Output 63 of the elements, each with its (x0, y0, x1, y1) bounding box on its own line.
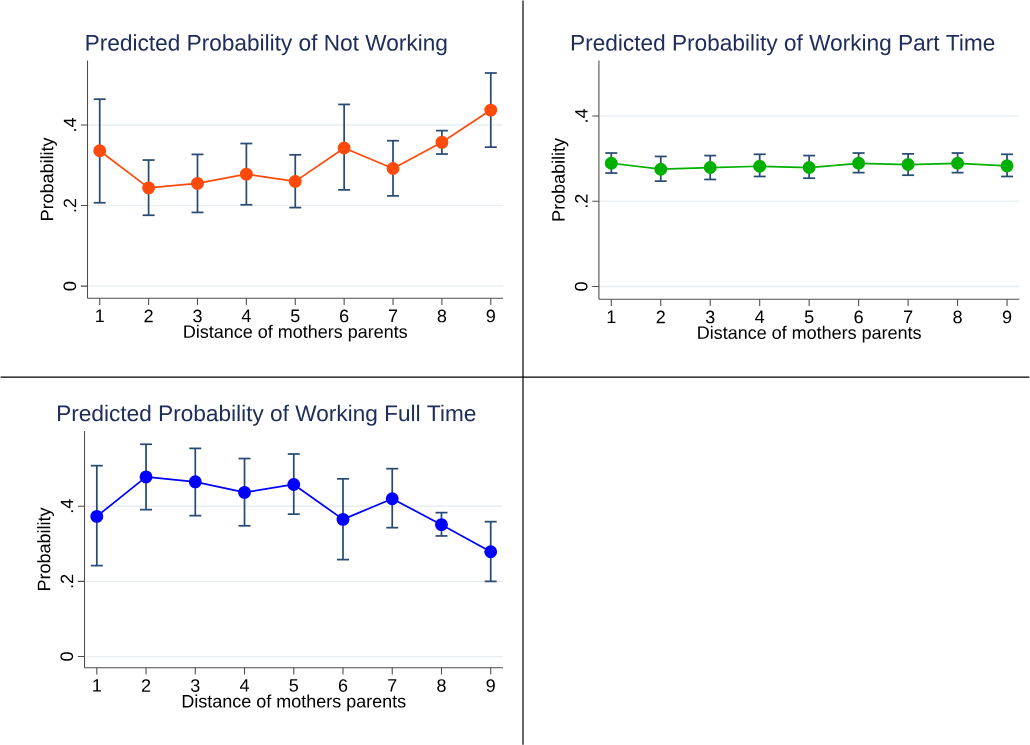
y-tick-label: .2 (574, 194, 588, 207)
y-tick-label: .2 (60, 574, 74, 588)
point (191, 176, 204, 190)
chart-title: Predicted Probability of Working Full Time (58, 404, 476, 426)
x-axis-title: Distance of mothers parents (698, 325, 921, 343)
chart-title: Predicted Probability of Not Working (86, 33, 447, 56)
x-tick-label: 3 (705, 310, 715, 324)
y-tick-label: 0 (63, 281, 77, 291)
x-tick-label: 4 (241, 309, 251, 322)
point (484, 103, 498, 117)
point (385, 492, 399, 506)
x-axis-title: Distance of mothers parents (184, 324, 407, 342)
x-tick-label: 1 (96, 309, 104, 322)
y-tick-label: 0 (574, 282, 588, 291)
y-tick-label: .2 (63, 198, 77, 212)
point (287, 477, 301, 491)
point (484, 545, 498, 559)
y-tick-label: .4 (60, 499, 74, 512)
x-tick-label: 8 (437, 679, 446, 692)
y-axis-title: Probability (40, 137, 57, 220)
x-tick-label: 1 (607, 310, 616, 323)
x-tick-label: 6 (854, 310, 863, 324)
x-axis-title: Distance of mothers parents (182, 694, 406, 712)
point (336, 512, 350, 526)
x-tick-label: 2 (656, 310, 665, 324)
point (139, 470, 153, 484)
x-tick-label: 3 (193, 309, 202, 323)
point (288, 174, 302, 188)
x-tick-label: 3 (190, 679, 200, 692)
y-tick-label: .4 (63, 117, 77, 131)
x-tick-label: 5 (804, 310, 814, 323)
point (435, 518, 448, 531)
x-tick-label: 9 (486, 309, 495, 323)
x-tick-label: 2 (141, 679, 151, 692)
y-tick-label: .4 (575, 108, 588, 122)
point (337, 141, 351, 155)
point (386, 161, 400, 175)
x-tick-label: 6 (340, 309, 349, 323)
point (188, 475, 202, 489)
point (142, 181, 156, 195)
point (238, 485, 251, 499)
x-tick-label: 9 (1002, 310, 1012, 324)
x-tick-label: 5 (290, 309, 300, 322)
y-axis-title: Probability (551, 137, 569, 221)
x-tick-label: 7 (388, 679, 397, 692)
x-tick-label: 9 (486, 679, 495, 692)
x-tick-label: 1 (93, 679, 101, 692)
point (90, 509, 104, 523)
x-tick-label: 6 (338, 679, 348, 692)
point (435, 135, 449, 149)
y-axis-title: Probability (37, 507, 54, 590)
x-tick-label: 7 (388, 309, 398, 322)
x-tick-label: 4 (239, 679, 250, 692)
y-tick-label: 0 (60, 652, 74, 661)
x-tick-label: 2 (144, 309, 153, 323)
x-tick-label: 5 (289, 679, 299, 692)
x-tick-label: 8 (953, 310, 962, 324)
point (239, 167, 253, 181)
chart-title: Predicted Probability of Working Part Time (571, 33, 995, 56)
point (93, 144, 107, 158)
x-tick-label: 4 (755, 310, 765, 323)
x-tick-label: 8 (437, 309, 447, 323)
x-tick-label: 7 (904, 310, 913, 323)
